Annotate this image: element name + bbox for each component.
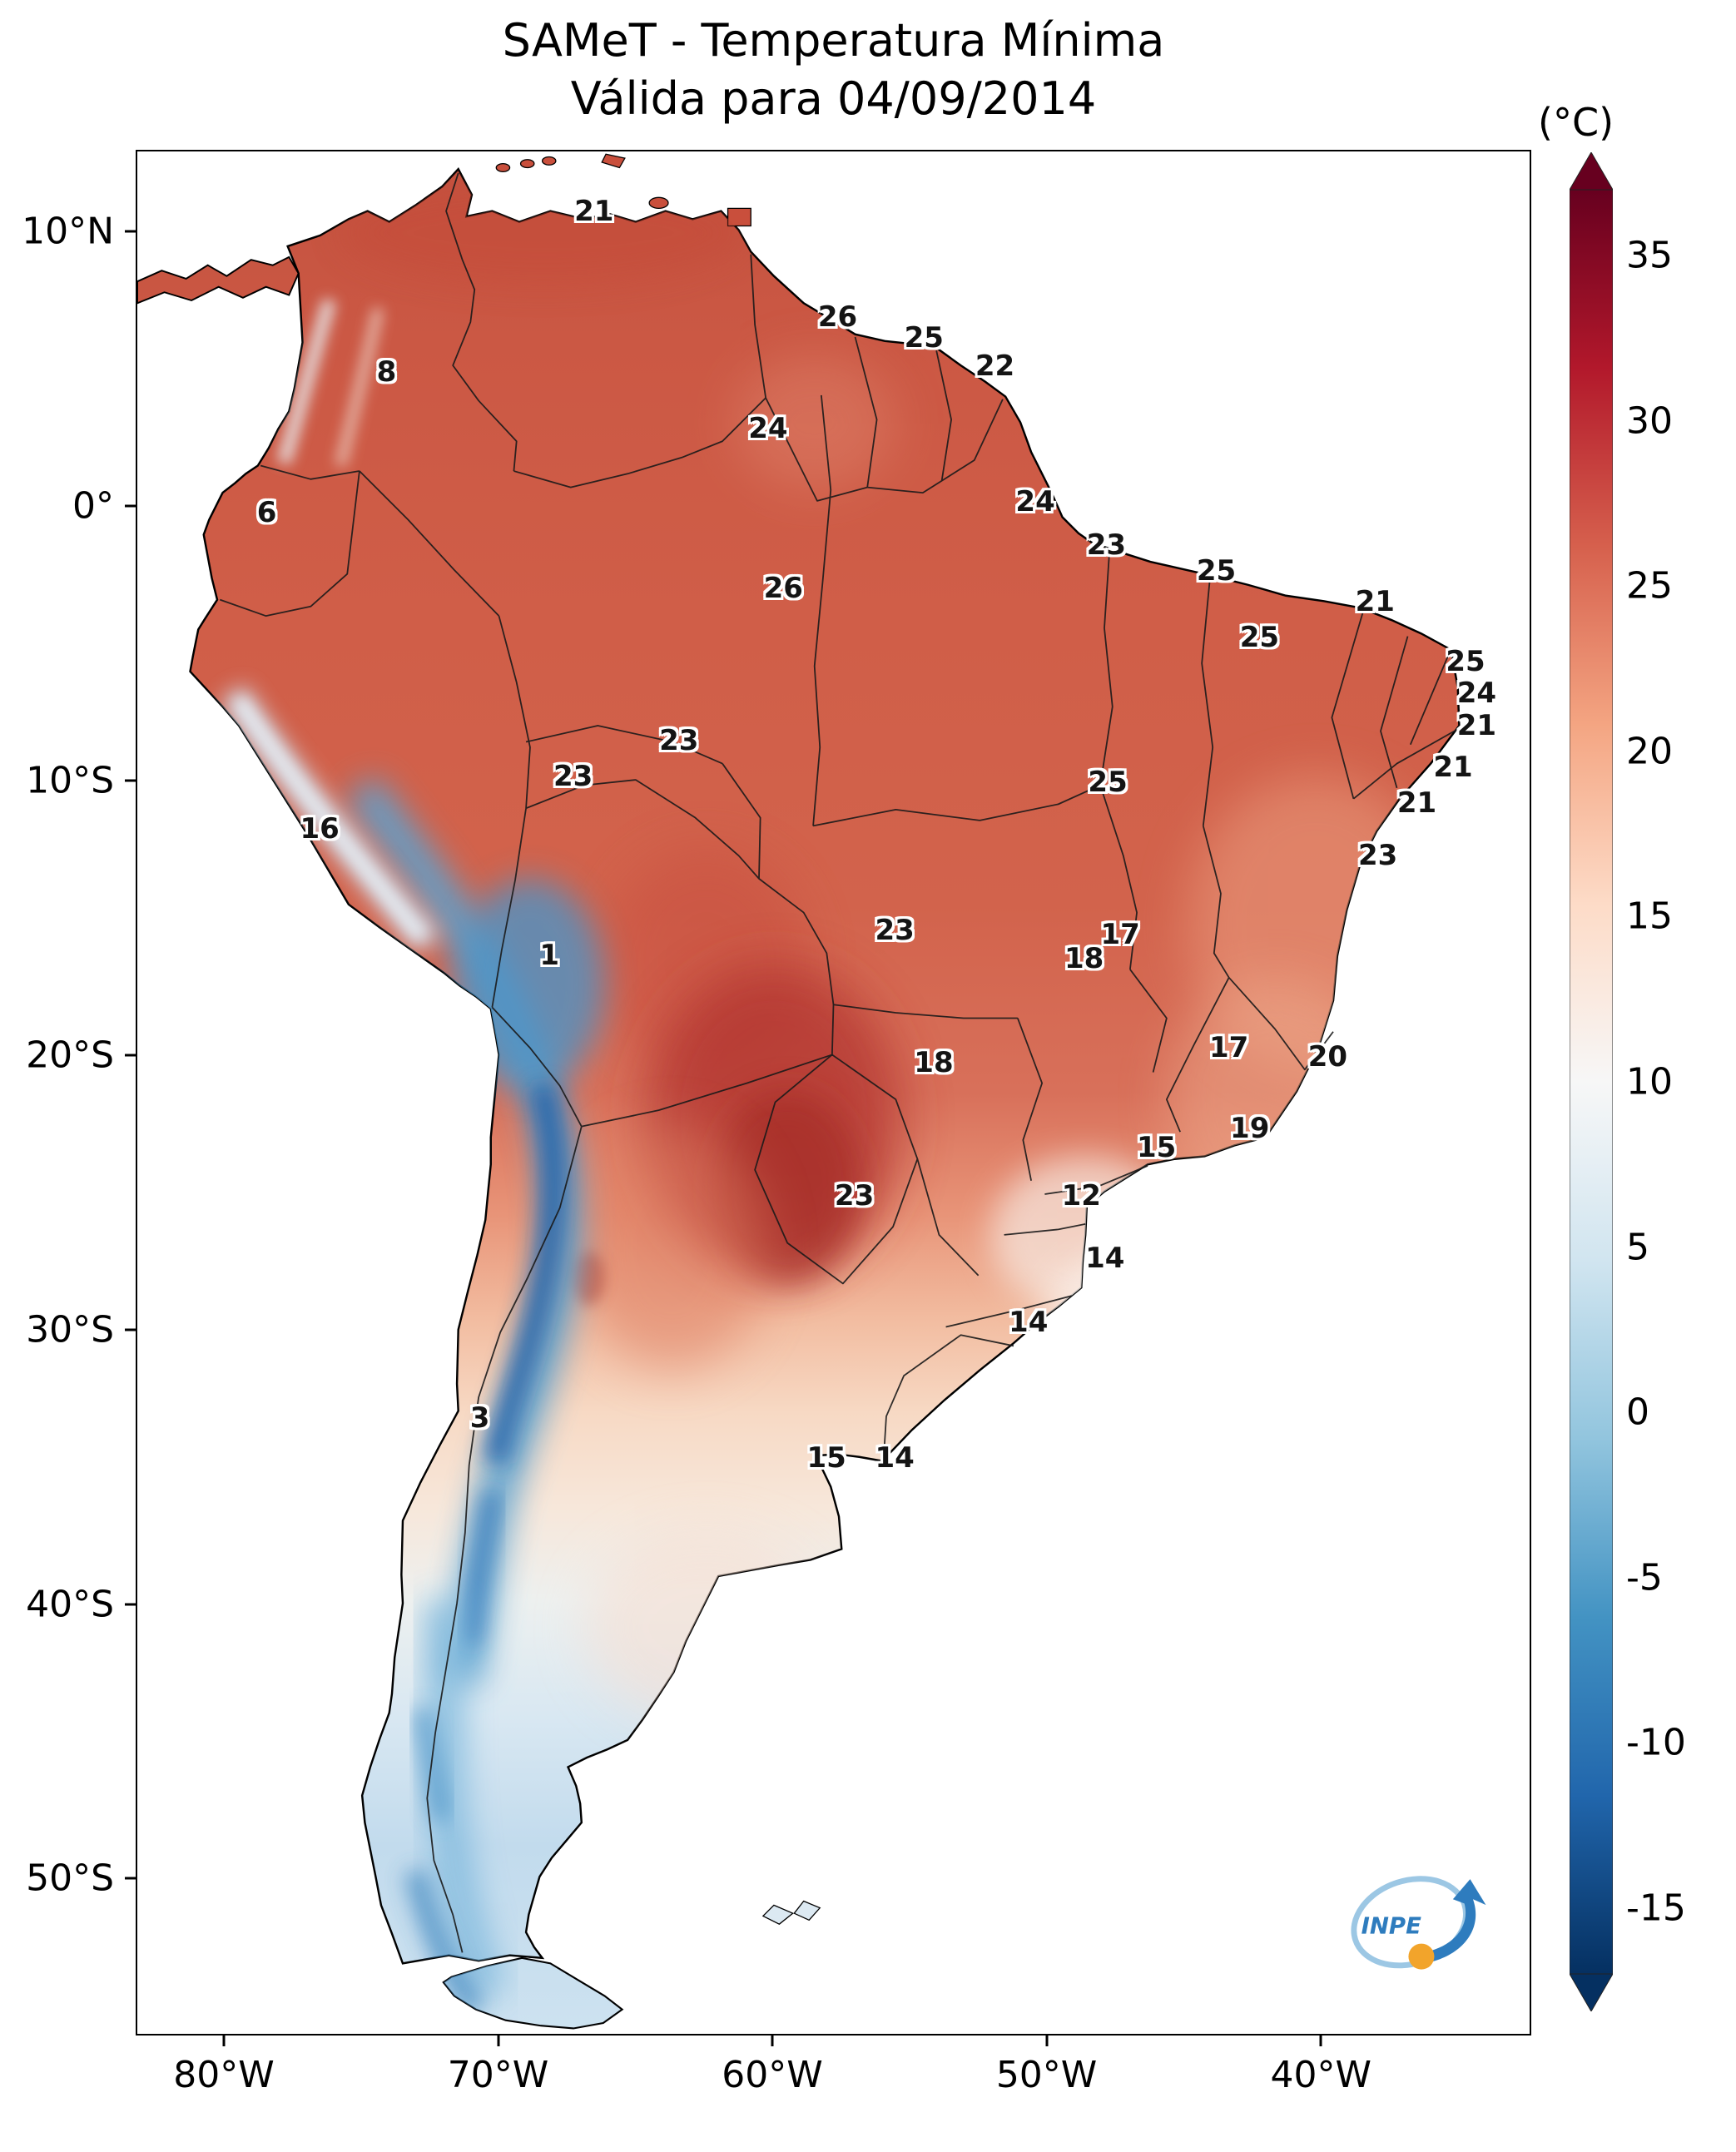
- temperature-label: 21: [1456, 708, 1497, 742]
- longitude-tick-label: 40°W: [1270, 2054, 1372, 2096]
- colorbar-gradient-bar: [1570, 189, 1613, 1975]
- temperature-label: 23: [659, 724, 699, 757]
- temperature-label: 17: [1208, 1030, 1249, 1064]
- caribbean-islands: [495, 153, 751, 227]
- latitude-tick-label: 10°N: [22, 210, 114, 253]
- temperature-label: 25: [1088, 765, 1128, 799]
- latitude-tick-label: 0°: [72, 484, 114, 528]
- temperature-label: 22: [975, 349, 1015, 383]
- longitude-tick: [771, 2035, 774, 2046]
- latitude-tick: [125, 779, 136, 782]
- temperature-label: 18: [914, 1045, 954, 1079]
- temperature-label: 26: [763, 571, 803, 605]
- colorbar-tick-label: 30: [1626, 399, 1673, 443]
- colorbar-tick-label: 20: [1626, 730, 1673, 773]
- latitude-axis: 10°N 0° 10°S 20°S 30°S 40°S 50°S: [0, 150, 136, 2035]
- temperature-label: 15: [806, 1440, 846, 1475]
- latitude-tick: [125, 1877, 136, 1880]
- longitude-tick: [497, 2035, 500, 2046]
- inpe-logo-text: INPE: [1362, 1913, 1421, 1940]
- latitude-tick: [125, 1328, 136, 1331]
- longitude-tick-label: 80°W: [173, 2054, 275, 2096]
- temperature-label: 16: [300, 812, 340, 846]
- longitude-tick-label: 60°W: [722, 2054, 823, 2096]
- temperature-label: 26: [817, 300, 858, 335]
- temperature-label: 17: [1100, 917, 1140, 951]
- colorbar-tick-label: 35: [1626, 234, 1673, 277]
- country-and-state-borders: [219, 172, 1460, 1953]
- temperature-label: 12: [1061, 1179, 1101, 1213]
- colorbar-tick-label: -15: [1626, 1887, 1686, 1930]
- temperature-label: 23: [1086, 528, 1127, 562]
- colorbar: [1570, 152, 1613, 2011]
- temperature-label: 24: [1015, 484, 1055, 518]
- temperature-label: 25: [904, 320, 944, 355]
- longitude-axis: 80°W 70°W 60°W 50°W 40°W: [136, 2035, 1531, 2110]
- latitude-tick: [125, 504, 136, 508]
- temperature-label: 14: [1085, 1242, 1125, 1276]
- orange-dot-icon: [1408, 1943, 1435, 1970]
- temperature-label: 19: [1230, 1111, 1270, 1145]
- latitude-tick-label: 20°S: [26, 1034, 114, 1077]
- temperature-label: 21: [1396, 786, 1437, 820]
- temperature-label: 8: [376, 355, 397, 389]
- temperature-label: 1: [539, 938, 560, 972]
- colorbar-unit-label: (°C): [1538, 100, 1614, 145]
- temperature-label: 20: [1307, 1040, 1348, 1074]
- longitude-tick: [1045, 2035, 1049, 2046]
- temperature-label: 23: [1357, 838, 1398, 872]
- colorbar-tick-label: 25: [1626, 564, 1673, 607]
- colorbar-tick-label: 5: [1626, 1226, 1649, 1269]
- colorbar-tick-label: 10: [1626, 1060, 1673, 1103]
- colorbar-tick-label: -10: [1626, 1721, 1686, 1764]
- map-frame: 21 26 25 22 24 8 24 23 25 6 26 21 25 25 24 21 23 23 21 25 21…: [136, 150, 1531, 2035]
- swoosh-arrow-icon: [1426, 1879, 1486, 1962]
- temperature-label: 14: [875, 1440, 915, 1475]
- south-america-temperature-map: [137, 153, 1461, 2030]
- temperature-label: 15: [1136, 1130, 1177, 1164]
- station-labels: 21 26 25 22 24 8 24 23 25 6 26 21 25 25 24 21 23 23 21 25 21…: [137, 151, 1530, 2034]
- figure-title: SAMeT - Temperatura Mínima Válida para 0…: [136, 12, 1531, 128]
- colorbar-top-extend: [1570, 152, 1613, 191]
- temperature-label: 21: [1433, 750, 1473, 784]
- latitude-tick: [125, 230, 136, 233]
- temperature-label: 23: [553, 759, 593, 793]
- latitude-tick: [125, 1054, 136, 1057]
- latitude-tick-label: 10°S: [26, 759, 114, 802]
- falkland-islands: [761, 1900, 821, 1925]
- temperature-label: 21: [1355, 584, 1395, 618]
- temperature-label: 24: [748, 411, 788, 445]
- latitude-tick-label: 40°S: [26, 1583, 114, 1626]
- colorbar-tick-label: -5: [1626, 1556, 1663, 1599]
- inpe-logo-graphic: INPE: [1351, 1876, 1486, 1970]
- temperature-label: 24: [1456, 677, 1497, 711]
- temperature-label: 14: [1009, 1305, 1049, 1339]
- temperature-label: 23: [875, 914, 915, 948]
- title-line1: SAMeT - Temperatura Mínima: [502, 14, 1165, 67]
- temperature-label: 18: [1064, 942, 1104, 976]
- temperature-label: 21: [574, 195, 614, 229]
- latitude-tick-label: 50°S: [26, 1857, 114, 1900]
- longitude-tick: [222, 2035, 226, 2046]
- latitude-tick-label: 30°S: [26, 1308, 114, 1351]
- colorbar-bottom-extend: [1570, 1973, 1613, 2011]
- temperature-label: 25: [1196, 554, 1237, 588]
- longitude-tick-label: 50°W: [995, 2054, 1098, 2096]
- temperature-label: 3: [469, 1401, 490, 1435]
- temperature-label: 25: [1239, 620, 1280, 654]
- temperature-label: 6: [256, 496, 277, 530]
- temperature-label: 23: [834, 1179, 875, 1213]
- colorbar-tick-labels: 35 30 25 20 15 10 5 0 -5 -10 -15: [1626, 190, 1736, 1974]
- latitude-tick: [125, 1603, 136, 1606]
- longitude-tick: [1319, 2035, 1322, 2046]
- colorbar-tick-label: 15: [1626, 895, 1673, 938]
- title-line2: Válida para 04/09/2014: [570, 72, 1097, 126]
- inpe-logo: INPE: [1346, 1859, 1491, 1988]
- longitude-tick-label: 70°W: [447, 2054, 549, 2096]
- colorbar-tick-label: 0: [1626, 1391, 1649, 1434]
- temperature-label: 25: [1446, 645, 1486, 678]
